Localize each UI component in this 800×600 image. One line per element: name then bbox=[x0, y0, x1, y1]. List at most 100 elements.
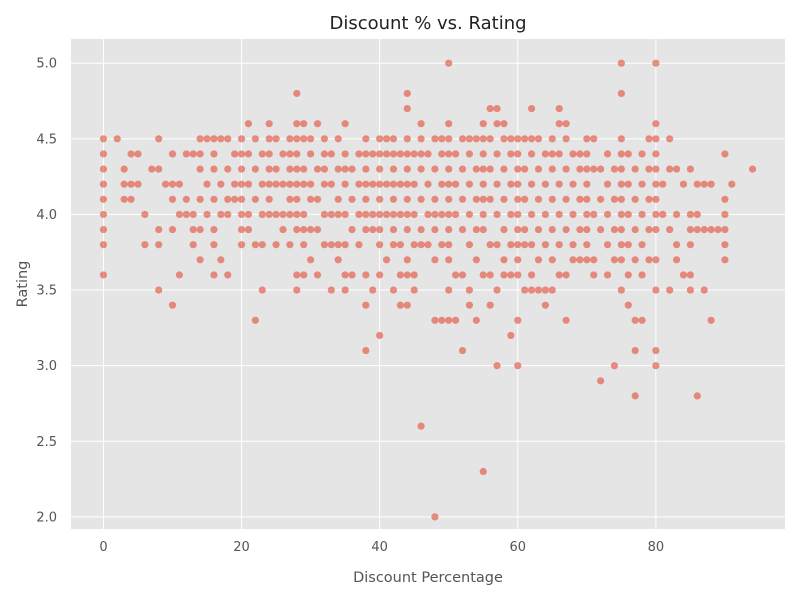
data-point bbox=[300, 135, 308, 143]
data-point bbox=[617, 180, 625, 188]
data-point bbox=[638, 271, 646, 279]
data-point bbox=[231, 150, 239, 158]
data-points bbox=[99, 59, 757, 521]
data-point bbox=[362, 271, 370, 279]
data-point bbox=[521, 241, 529, 249]
data-point bbox=[417, 195, 425, 203]
data-point bbox=[237, 195, 246, 203]
data-point bbox=[548, 256, 556, 264]
data-point bbox=[438, 180, 446, 188]
data-point bbox=[155, 165, 163, 173]
data-point bbox=[410, 241, 418, 249]
data-point bbox=[514, 165, 522, 173]
data-point bbox=[458, 271, 467, 279]
data-point bbox=[534, 165, 543, 173]
data-point bbox=[638, 210, 646, 219]
data-point bbox=[603, 241, 612, 249]
data-point bbox=[617, 256, 625, 264]
data-point bbox=[127, 180, 135, 188]
data-point bbox=[265, 210, 273, 219]
data-point bbox=[99, 225, 108, 234]
data-point bbox=[583, 195, 591, 203]
data-point bbox=[417, 120, 425, 128]
data-point bbox=[507, 331, 515, 340]
data-point bbox=[465, 301, 474, 309]
data-point bbox=[258, 210, 266, 219]
data-point bbox=[382, 150, 391, 158]
data-point bbox=[307, 195, 315, 203]
data-point bbox=[500, 120, 508, 128]
data-point bbox=[569, 150, 577, 158]
data-point bbox=[603, 271, 612, 279]
data-point bbox=[431, 210, 439, 219]
data-point bbox=[265, 150, 273, 158]
data-point bbox=[155, 286, 163, 294]
data-point bbox=[403, 256, 411, 264]
data-point bbox=[376, 165, 384, 173]
data-point bbox=[521, 225, 529, 234]
data-point bbox=[597, 225, 605, 234]
data-point bbox=[293, 225, 301, 234]
data-point bbox=[479, 150, 487, 158]
data-point bbox=[507, 271, 515, 279]
data-point bbox=[631, 316, 639, 324]
data-point bbox=[403, 301, 411, 309]
data-point bbox=[514, 225, 522, 234]
data-point bbox=[431, 195, 439, 203]
data-point bbox=[424, 150, 432, 158]
data-point bbox=[341, 180, 349, 188]
data-point bbox=[438, 241, 446, 249]
data-point bbox=[493, 241, 501, 249]
data-point bbox=[562, 165, 570, 173]
data-point bbox=[514, 241, 522, 249]
data-point bbox=[597, 377, 605, 385]
data-point bbox=[617, 286, 625, 294]
data-point bbox=[707, 180, 715, 188]
data-point bbox=[686, 165, 695, 173]
data-point bbox=[631, 346, 639, 355]
data-point bbox=[617, 135, 625, 143]
data-point bbox=[307, 225, 315, 234]
data-point bbox=[507, 150, 515, 158]
data-point bbox=[203, 135, 211, 143]
data-point bbox=[293, 165, 301, 173]
data-point bbox=[431, 225, 439, 234]
data-point bbox=[672, 241, 681, 249]
data-point bbox=[541, 180, 549, 188]
data-point bbox=[217, 256, 225, 264]
data-point bbox=[203, 180, 211, 188]
data-point bbox=[334, 256, 342, 264]
data-point bbox=[666, 135, 674, 143]
data-point bbox=[693, 180, 701, 188]
data-point bbox=[362, 346, 370, 355]
data-point bbox=[514, 195, 522, 203]
data-point bbox=[417, 422, 425, 430]
data-point bbox=[617, 59, 625, 67]
data-point bbox=[265, 180, 273, 188]
data-point bbox=[99, 241, 108, 249]
data-point bbox=[210, 165, 218, 173]
data-point bbox=[617, 165, 625, 173]
data-point bbox=[210, 150, 218, 158]
data-point bbox=[624, 271, 632, 279]
data-point bbox=[293, 286, 301, 294]
data-point bbox=[217, 180, 225, 188]
data-point bbox=[583, 150, 591, 158]
data-point bbox=[313, 120, 322, 128]
data-point bbox=[210, 225, 218, 234]
data-point bbox=[555, 210, 563, 219]
data-point bbox=[313, 195, 322, 203]
data-point bbox=[555, 241, 563, 249]
data-point bbox=[196, 150, 204, 158]
data-point bbox=[265, 135, 273, 143]
data-point bbox=[341, 286, 349, 294]
data-point bbox=[99, 180, 108, 188]
data-point bbox=[376, 331, 384, 340]
data-point bbox=[424, 210, 432, 219]
data-point bbox=[244, 150, 253, 158]
data-point bbox=[652, 256, 660, 264]
data-point bbox=[389, 135, 398, 143]
data-point bbox=[576, 225, 584, 234]
data-point bbox=[507, 241, 515, 249]
data-point bbox=[293, 180, 301, 188]
